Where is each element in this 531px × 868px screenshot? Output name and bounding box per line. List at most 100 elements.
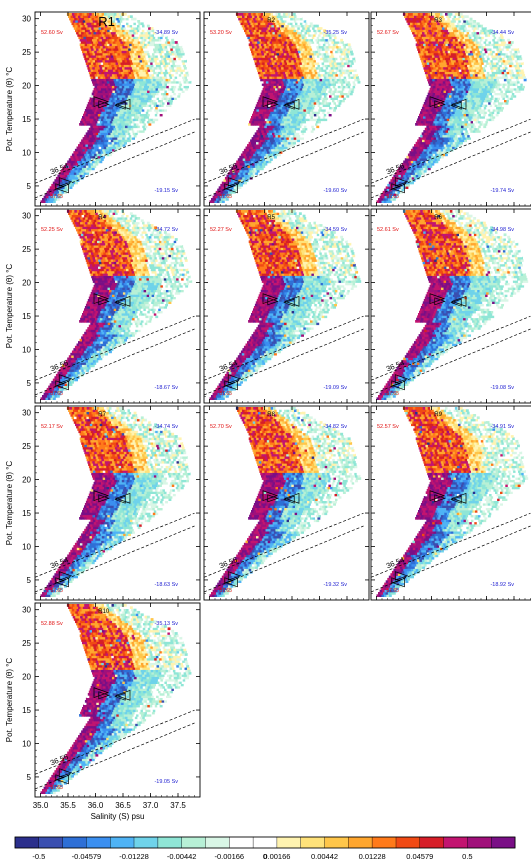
heatmap-cell <box>250 27 254 30</box>
heatmap-cell <box>242 151 246 154</box>
heatmap-cell <box>82 20 86 23</box>
heatmap-cell <box>100 155 103 159</box>
heatmap-cell <box>338 69 342 72</box>
heatmap-cell <box>70 155 74 159</box>
heatmap-cell <box>99 148 103 152</box>
heatmap-cell <box>230 172 234 175</box>
heatmap-cell <box>428 130 432 133</box>
heatmap-cell <box>411 181 414 185</box>
heatmap-cell <box>329 95 332 98</box>
heatmap-cell <box>425 141 429 145</box>
heatmap-cell <box>265 104 269 107</box>
heatmap-cell <box>274 69 278 72</box>
heatmap-cell <box>325 116 329 119</box>
heatmap-cell <box>328 34 331 37</box>
heatmap-cell <box>349 92 353 96</box>
heatmap-cell <box>111 13 115 16</box>
heatmap-cell <box>108 134 112 138</box>
heatmap-cell <box>275 13 279 16</box>
heatmap-cell <box>134 29 138 33</box>
heatmap-cell <box>144 85 147 89</box>
heatmap-cell <box>320 80 324 84</box>
heatmap-cell <box>123 48 127 51</box>
heatmap-cell <box>305 80 309 84</box>
heatmap-cell <box>424 158 428 161</box>
heatmap-cell <box>247 31 251 35</box>
heatmap-cell <box>281 120 285 124</box>
heatmap-cell <box>87 102 91 105</box>
heatmap-cell <box>147 106 151 110</box>
heatmap-cell <box>251 29 255 33</box>
heatmap-cell <box>125 113 128 117</box>
heatmap-cell <box>247 165 251 168</box>
heatmap-cell <box>98 95 101 98</box>
heatmap-cell <box>100 90 103 93</box>
heatmap-cell <box>62 186 65 189</box>
heatmap-cell <box>313 45 317 49</box>
heatmap-cell <box>240 179 244 182</box>
heatmap-cell <box>342 50 346 54</box>
heatmap-cell <box>244 155 248 159</box>
heatmap-cell <box>112 102 116 105</box>
heatmap-cell <box>378 198 381 201</box>
heatmap-cell <box>91 153 95 157</box>
heatmap-cell <box>156 80 160 84</box>
heatmap-cell <box>275 43 279 47</box>
heatmap-cell <box>87 52 91 56</box>
heatmap-cell <box>44 198 48 201</box>
heatmap-cell <box>101 116 105 119</box>
heatmap-cell <box>268 50 272 54</box>
heatmap-cell <box>251 174 255 178</box>
heatmap-cell <box>290 80 294 84</box>
heatmap-cell <box>144 97 148 100</box>
heatmap-cell <box>310 38 314 42</box>
heatmap-cell <box>282 78 286 82</box>
heatmap-cell <box>414 162 417 166</box>
heatmap-cell <box>296 66 299 70</box>
heatmap-cell <box>98 127 102 131</box>
heatmap-cell <box>105 20 108 23</box>
heatmap-cell <box>243 148 247 152</box>
heatmap-cell <box>303 130 307 133</box>
heatmap-cell <box>150 71 154 75</box>
heatmap-cell <box>304 36 308 40</box>
heatmap-cell <box>113 17 117 21</box>
heatmap-cell <box>85 45 89 49</box>
heatmap-cell <box>256 116 259 119</box>
heatmap-cell <box>258 29 262 33</box>
heatmap-cell <box>103 78 107 82</box>
heatmap-cell <box>325 66 329 70</box>
density-contour <box>204 131 364 199</box>
heatmap-cell <box>253 116 257 119</box>
heatmap-cell <box>330 34 334 37</box>
heatmap-cell <box>132 83 136 86</box>
heatmap-cell <box>334 55 338 58</box>
heatmap-cell <box>263 57 267 61</box>
heatmap-cell <box>434 146 438 150</box>
heatmap-cell <box>329 111 333 114</box>
heatmap-cell <box>96 111 100 114</box>
heatmap-cell <box>97 102 101 105</box>
heatmap-cell <box>101 64 105 68</box>
heatmap-cell <box>422 167 426 171</box>
heatmap-cell <box>309 27 313 30</box>
heatmap-cell <box>307 57 311 61</box>
heatmap-cell <box>106 99 109 103</box>
heatmap-cell <box>150 69 153 72</box>
heatmap-cell <box>284 118 288 122</box>
heatmap-cell <box>319 87 323 91</box>
heatmap-cell <box>282 95 285 98</box>
heatmap-cell <box>274 36 278 40</box>
heatmap-cell <box>398 186 401 189</box>
heatmap-cell <box>69 186 73 189</box>
heatmap-cell <box>450 148 454 152</box>
heatmap-cell <box>123 27 127 30</box>
heatmap-cell <box>93 69 96 72</box>
heatmap-cell <box>317 38 321 42</box>
heatmap-cell <box>137 83 141 86</box>
heatmap-cell <box>134 116 137 119</box>
heatmap-cell <box>230 190 234 194</box>
heatmap-cell <box>95 90 98 93</box>
heatmap-cell <box>135 62 139 65</box>
heatmap-cell <box>125 125 128 129</box>
